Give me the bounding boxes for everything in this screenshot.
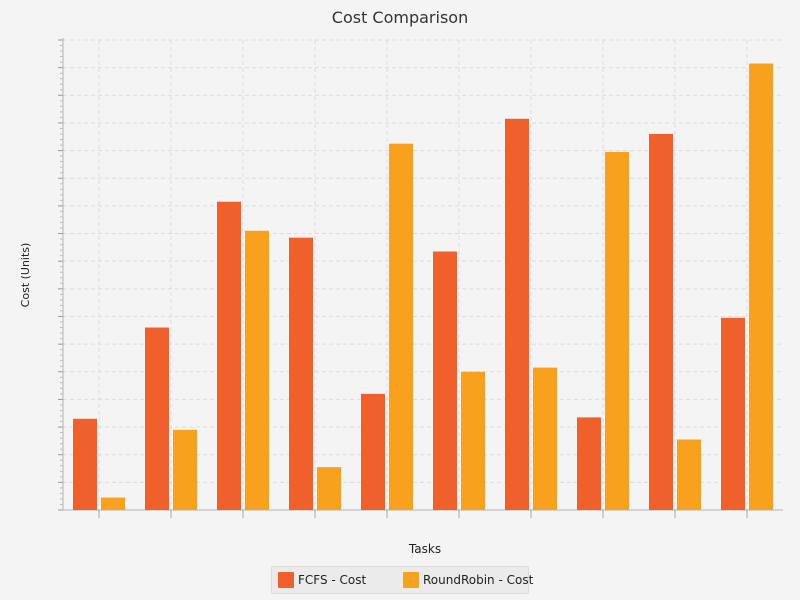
x-axis-ticks [98,510,748,518]
bar-fcfs [73,418,97,510]
legend-swatch-fcfs [278,572,294,588]
bar-roundrobin [389,143,413,511]
legend-label-roundrobin: RoundRobin - Cost [423,573,534,587]
bar-fcfs [505,118,529,510]
bar-roundrobin [245,230,269,510]
bar-fcfs [289,237,313,511]
bar-roundrobin [533,367,557,510]
bar-roundrobin [677,439,701,510]
grid-lines [63,39,783,510]
x-axis-title: Tasks [408,542,441,556]
bar-fcfs [721,317,745,510]
bar-roundrobin [317,467,341,510]
y-axis-ticks [58,39,63,511]
bar-roundrobin [461,371,485,510]
bar-fcfs [145,327,169,510]
legend-swatch-roundrobin [403,572,419,588]
y-axis-title: Cost (Units) [19,243,32,308]
bar-fcfs [217,201,241,510]
bar-fcfs [577,417,601,510]
legend-label-fcfs: FCFS - Cost [298,573,367,587]
bar-fcfs [361,393,385,510]
bars [73,63,773,511]
bar-fcfs [433,251,457,510]
chart-legend: FCFS - Cost RoundRobin - Cost [271,566,533,594]
bar-fcfs [649,134,673,510]
chart-title: Cost Comparison [332,8,468,27]
bar-roundrobin [101,497,125,510]
bar-roundrobin [173,429,197,510]
bar-roundrobin [605,151,629,510]
bar-roundrobin [749,63,773,510]
